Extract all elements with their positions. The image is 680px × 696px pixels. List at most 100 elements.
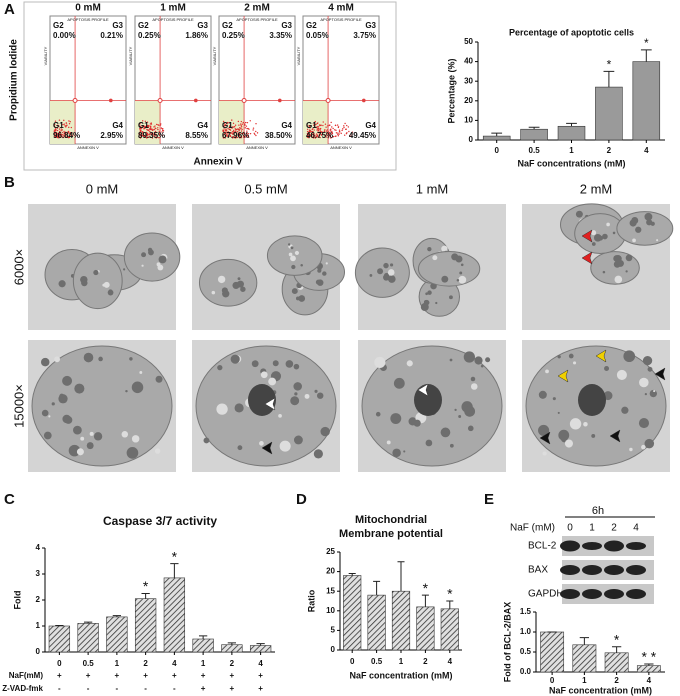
event-dot <box>316 134 318 136</box>
event-dot <box>324 129 326 131</box>
significance: * <box>447 586 453 602</box>
panel-label: E <box>484 491 494 508</box>
event-dot <box>247 132 249 135</box>
organelle <box>103 281 110 288</box>
flow-title: 0 mM <box>75 3 101 14</box>
y-tick-label: 1.5 <box>520 607 532 616</box>
event-dot <box>62 136 64 139</box>
event-dot <box>337 132 339 134</box>
y-tick-label: 10 <box>464 116 473 125</box>
event-dot <box>156 131 158 134</box>
event-dot <box>162 134 164 137</box>
event-dot <box>338 129 341 131</box>
event-dot <box>141 126 144 129</box>
event-dot <box>238 134 241 137</box>
quadrant-value: 2.95% <box>100 131 123 140</box>
viability: VIABILITY <box>43 46 48 65</box>
organelle <box>296 435 302 441</box>
event-dot <box>324 123 327 125</box>
x-tick-label: 0.5 <box>529 146 541 155</box>
bar <box>557 125 586 141</box>
event-dot <box>143 135 145 137</box>
event-dot <box>69 134 72 136</box>
event-dot <box>315 135 318 138</box>
bar <box>48 625 71 653</box>
event-dot <box>321 131 323 134</box>
event-dot <box>158 130 160 133</box>
quadrant-value: 89.35% <box>138 131 165 140</box>
x-tick-label: 2 <box>143 659 148 668</box>
lane: 2 <box>611 523 617 534</box>
event-dot <box>150 123 153 125</box>
y-tick-label: 20 <box>464 96 473 105</box>
event-dot <box>232 126 235 128</box>
organelle <box>278 413 282 418</box>
quadrant-value: 38.50% <box>265 131 292 140</box>
organelle <box>578 212 582 216</box>
y-tick-label: 30 <box>464 76 473 85</box>
organelle <box>573 361 577 365</box>
event-dot <box>157 128 159 131</box>
event-dot <box>328 124 331 126</box>
event-dot <box>330 137 332 139</box>
y-tick-label: 50 <box>464 37 473 46</box>
event-dot <box>240 137 242 139</box>
event-dot <box>252 129 254 131</box>
organelle <box>377 268 384 275</box>
event-dot <box>244 135 246 138</box>
event-dot <box>147 129 150 132</box>
zvad-sign: + <box>201 684 206 693</box>
x-tick-label: 0 <box>57 659 62 668</box>
event-dot <box>309 125 311 128</box>
event-dot <box>54 123 56 126</box>
quadrant-name: G2 <box>222 21 233 30</box>
event-dot <box>236 134 238 136</box>
event-dot <box>313 124 315 126</box>
gate-handle <box>194 98 198 103</box>
event-dot <box>149 130 151 133</box>
profile: APOPTOSIS PROFILE <box>152 17 194 22</box>
error-bar <box>528 126 540 130</box>
event-dot <box>256 132 259 134</box>
x-label: NaF concentration (mM) <box>349 670 452 680</box>
event-dot <box>229 132 231 135</box>
band <box>560 540 580 552</box>
organelle <box>290 246 294 250</box>
tem-col: 2 mM <box>580 181 613 196</box>
organelle <box>454 408 457 412</box>
organelle <box>294 291 297 294</box>
gate-handle <box>362 98 366 103</box>
tem-row: 6000× <box>11 249 26 286</box>
event-dot <box>326 132 328 134</box>
event-dot <box>312 136 315 139</box>
x-tick-label: 0.5 <box>83 659 95 668</box>
event-dot <box>230 132 233 134</box>
y-tick-label: 0 <box>331 645 336 654</box>
organelle <box>73 425 82 435</box>
organelle <box>403 450 406 453</box>
quadrant-name: G1 <box>306 121 317 130</box>
organelle <box>81 279 88 287</box>
organelle <box>313 449 323 459</box>
event-dot <box>68 136 71 139</box>
event-dot <box>228 135 230 137</box>
organelle <box>121 431 129 438</box>
event-dot <box>64 135 66 137</box>
event-dot <box>316 126 318 129</box>
event-dot <box>145 125 147 128</box>
event-dot <box>316 128 319 130</box>
x-tick-label: 1 <box>201 659 206 668</box>
event-dot <box>58 137 60 139</box>
organelle <box>108 289 113 294</box>
quadrant-value: 0.00% <box>53 31 76 40</box>
gate-center <box>325 97 331 103</box>
organelle <box>649 389 657 398</box>
bar <box>367 594 386 651</box>
band <box>626 565 646 575</box>
quadrant-value: 0.25% <box>222 31 245 40</box>
organelle <box>304 393 310 399</box>
quadrant-name: G1 <box>222 121 233 130</box>
quadrant-name: G3 <box>112 21 123 30</box>
event-dot <box>154 127 157 129</box>
event-dot <box>334 129 336 131</box>
